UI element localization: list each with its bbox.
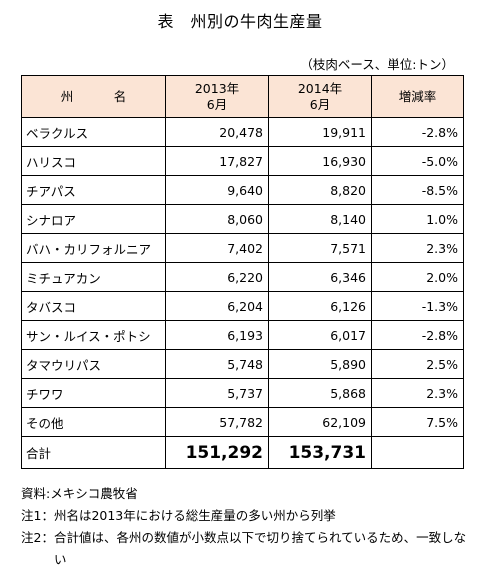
value-2013: 5,748 [165,349,269,379]
table-row: タバスコ 6,204 6,126 -1.3% [21,291,464,321]
beef-production-table: 州 名 2013年 6月 2014年 6月 増減率 ベラクルス 20,478 1… [21,75,464,469]
table-row: その他 57,782 62,109 7.5% [21,407,464,437]
change-rate: 2.3% [371,378,464,408]
value-2014: 6,126 [268,291,372,321]
value-2013: 6,204 [165,291,269,321]
header-change: 増減率 [371,75,464,118]
state-name: ミチュアカン [21,262,166,292]
change-rate: -2.8% [371,117,464,147]
state-name: チワワ [21,378,166,408]
change-rate: 2.5% [371,349,464,379]
change-rate: 7.5% [371,407,464,437]
note-2-label: 注2： [21,530,54,545]
value-2013: 20,478 [165,117,269,147]
value-2014: 6,346 [268,262,372,292]
change-rate: -2.8% [371,320,464,350]
table-row: ミチュアカン 6,220 6,346 2.0% [21,262,464,292]
value-2013: 5,737 [165,378,269,408]
table-row: ハリスコ 17,827 16,930 -5.0% [21,146,464,176]
state-name: ベラクルス [21,117,166,147]
note-1-label: 注1： [21,508,54,523]
total-2013: 151,292 [165,436,269,469]
value-2013: 6,220 [165,262,269,292]
state-name: タバスコ [21,291,166,321]
value-2014: 62,109 [268,407,372,437]
value-2014: 8,820 [268,175,372,205]
header-2013-year: 2013年 [194,80,240,96]
table-row: サン・ルイス・ポトシ 6,193 6,017 -2.8% [21,320,464,350]
table-title: 表 州別の牛肉生産量 [157,12,323,31]
source-note: 資料:メキシコ農牧省 [21,486,138,501]
unit-note: （枝肉ベース、単位:トン） [300,57,454,72]
value-2014: 16,930 [268,146,372,176]
state-name: ハリスコ [21,146,166,176]
value-2013: 7,402 [165,233,269,263]
header-state: 州 名 [21,75,166,118]
table-row: シナロア 8,060 8,140 1.0% [21,204,464,234]
value-2014: 6,017 [268,320,372,350]
note-2: 注2： 合計値は、各州の数値が小数点以下で切り捨てられているため、一致しない [21,527,471,571]
footnotes: 資料:メキシコ農牧省 注1： 州名は2013年における総生産量の多い州から列挙 … [21,483,471,571]
value-2013: 6,193 [165,320,269,350]
table-row: チワワ 5,737 5,868 2.3% [21,378,464,408]
value-2013: 57,782 [165,407,269,437]
value-2014: 8,140 [268,204,372,234]
total-row: 合計 151,292 153,731 [21,436,464,469]
header-2014-month: 6月 [309,96,331,112]
header-2014: 2014年 6月 [268,75,372,118]
state-name: タマウリパス [21,349,166,379]
value-2014: 7,571 [268,233,372,263]
state-name: バハ・カリフォルニア [21,233,166,263]
state-name: チアパス [21,175,166,205]
change-rate: 1.0% [371,204,464,234]
table-row: ベラクルス 20,478 19,911 -2.8% [21,117,464,147]
table-row: タマウリパス 5,748 5,890 2.5% [21,349,464,379]
change-rate: 2.3% [371,233,464,263]
change-rate: -5.0% [371,146,464,176]
note-1: 注1： 州名は2013年における総生産量の多い州から列挙 [21,505,471,527]
value-2013: 17,827 [165,146,269,176]
value-2013: 8,060 [165,204,269,234]
value-2014: 5,868 [268,378,372,408]
total-2014: 153,731 [268,436,372,469]
table-row: チアパス 9,640 8,820 -8.5% [21,175,464,205]
change-rate: -8.5% [371,175,464,205]
change-rate: -1.3% [371,291,464,321]
total-label: 合計 [21,436,166,469]
state-name: サン・ルイス・ポトシ [21,320,166,350]
value-2014: 5,890 [268,349,372,379]
header-2014-year: 2014年 [297,80,343,96]
state-name: シナロア [21,204,166,234]
total-change [371,436,464,469]
header-row: 州 名 2013年 6月 2014年 6月 増減率 [21,75,464,118]
change-rate: 2.0% [371,262,464,292]
value-2013: 9,640 [165,175,269,205]
value-2014: 19,911 [268,117,372,147]
state-name: その他 [21,407,166,437]
note-2-text: 合計値は、各州の数値が小数点以下で切り捨てられているため、一致しない [53,530,467,567]
note-1-text: 州名は2013年における総生産量の多い州から列挙 [53,508,336,523]
header-2013: 2013年 6月 [165,75,269,118]
table-row: バハ・カリフォルニア 7,402 7,571 2.3% [21,233,464,263]
header-2013-month: 6月 [206,96,228,112]
